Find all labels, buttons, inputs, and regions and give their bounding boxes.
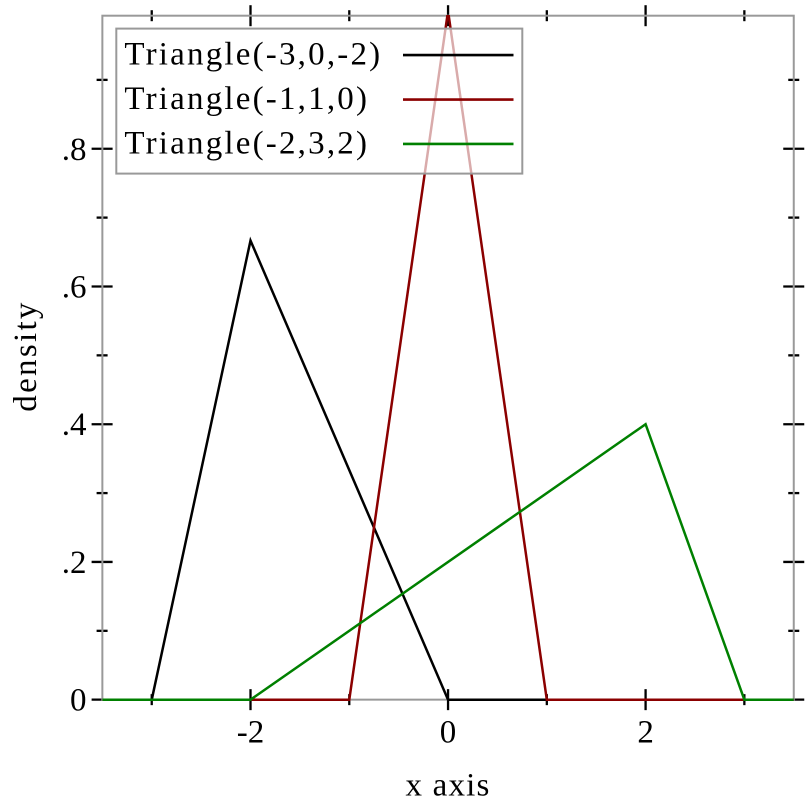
svg-text:0: 0 xyxy=(70,683,87,719)
svg-text:Triangle(-3,0,-2): Triangle(-3,0,-2) xyxy=(124,37,382,73)
svg-text:0: 0 xyxy=(440,715,457,751)
svg-text:-2: -2 xyxy=(237,715,265,751)
svg-text:Triangle(-2,3,2): Triangle(-2,3,2) xyxy=(124,125,369,161)
svg-text:.6: .6 xyxy=(62,270,87,306)
svg-text:2: 2 xyxy=(637,715,654,751)
svg-text:x axis: x axis xyxy=(405,768,490,804)
svg-text:.4: .4 xyxy=(62,407,87,443)
svg-text:density: density xyxy=(8,300,44,411)
svg-text:Triangle(-1,1,0): Triangle(-1,1,0) xyxy=(124,81,369,117)
svg-text:.2: .2 xyxy=(62,545,87,581)
svg-text:.8: .8 xyxy=(62,132,87,168)
